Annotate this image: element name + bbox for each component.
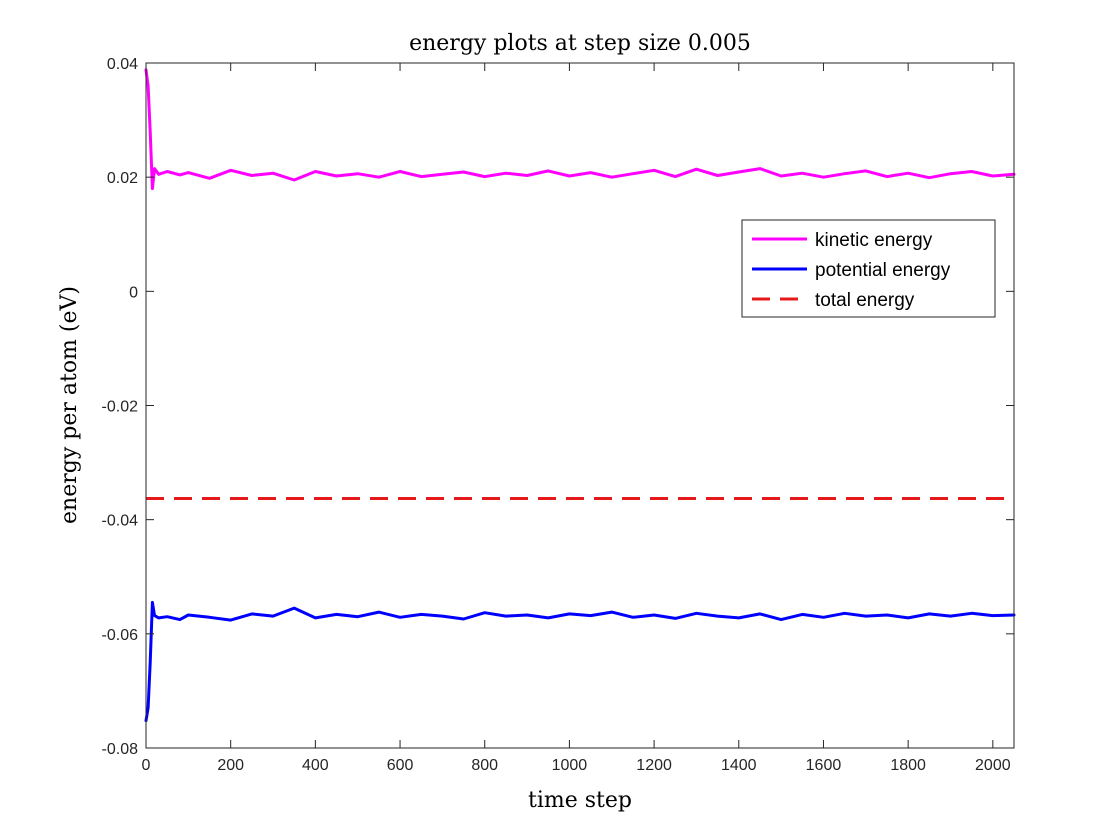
y-tick-label: -0.04 (102, 513, 139, 530)
plot-area (146, 63, 1014, 748)
x-tick-label: 0 (142, 757, 151, 774)
x-tick-label: 1200 (636, 757, 672, 774)
series-line-kinetic-energy (144, 68, 1016, 191)
x-tick-label: 800 (471, 757, 498, 774)
x-tick-label: 600 (387, 757, 414, 774)
x-tick-label: 1800 (890, 757, 926, 774)
y-axis-label: energy per atom (eV) (57, 286, 82, 524)
x-axis-label: time step (528, 788, 632, 813)
legend-label-potential-energy: potential energy (815, 260, 951, 281)
x-tick-label: 1400 (721, 757, 757, 774)
chart-title: energy plots at step size 0.005 (409, 31, 751, 56)
series-layer (144, 68, 1016, 723)
x-axis: 0 200 400 600 800 1000 1200 1400 1600 1800 2000 (142, 63, 1011, 774)
legend-label-kinetic-energy: kinetic energy (815, 230, 933, 251)
series-line-potential-energy (144, 600, 1016, 723)
y-tick-label: 0.04 (107, 56, 138, 73)
x-tick-label: 1000 (552, 757, 588, 774)
x-tick-label: 400 (302, 757, 329, 774)
x-tick-label: 1600 (806, 757, 842, 774)
legend-entries: kinetic energy potential energy total ener… (752, 230, 951, 311)
y-tick-label: 0 (129, 284, 138, 301)
y-tick-label: 0.02 (107, 170, 138, 187)
x-tick-label: 200 (217, 757, 244, 774)
legend-label-total-energy: total energy (815, 290, 915, 311)
y-axis: -0.08 -0.06 -0.04 -0.02 0 0.02 0.04 (102, 56, 1014, 758)
y-tick-label: -0.06 (102, 627, 139, 644)
y-tick-label: -0.02 (102, 399, 139, 416)
y-tick-label: -0.08 (102, 741, 139, 758)
x-tick-label: 2000 (975, 757, 1011, 774)
legend: kinetic energy potential energy total ener… (741, 219, 996, 318)
